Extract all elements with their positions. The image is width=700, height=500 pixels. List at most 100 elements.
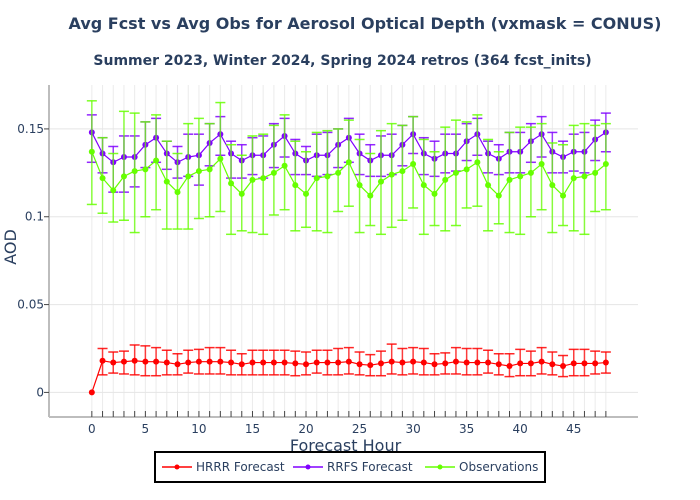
data-point [270, 359, 277, 366]
axes-layer: 0 5 10 15 20 25 30 35 40 45 0 0.05 0.1 0.15 [17, 85, 638, 436]
data-point [517, 360, 524, 367]
data-point [463, 166, 470, 173]
data-point [560, 192, 567, 199]
series-hrrr-forecast [88, 343, 611, 396]
data-point [195, 168, 202, 175]
data-point [538, 161, 545, 168]
data-point [260, 175, 267, 182]
data-point [367, 362, 374, 369]
data-point [303, 190, 310, 197]
data-point [592, 360, 599, 367]
data-point [506, 363, 513, 370]
data-point [228, 180, 235, 187]
legend-swatch-marker [174, 464, 180, 470]
x-tick-label: 20 [298, 422, 313, 436]
data-point [142, 358, 149, 365]
data-point [120, 358, 127, 365]
data-point [249, 359, 256, 366]
data-point [431, 361, 438, 368]
data-point [388, 358, 395, 365]
data-point [131, 168, 138, 175]
y-tick-label: 0 [36, 385, 44, 399]
x-tick-label: 35 [459, 422, 474, 436]
data-point [485, 182, 492, 189]
data-point [399, 168, 406, 175]
data-point [217, 155, 224, 162]
data-point [356, 361, 363, 368]
data-point [270, 169, 277, 176]
data-point [549, 361, 556, 368]
data-point [110, 359, 117, 366]
y-tick-label: 0.1 [25, 210, 44, 224]
data-point [570, 175, 577, 182]
data-point [410, 358, 417, 365]
data-point [581, 173, 588, 180]
data-point [228, 359, 235, 366]
data-point [163, 359, 170, 366]
legend-label: Observations [459, 460, 538, 474]
legend-swatch-marker [305, 464, 311, 470]
data-point [345, 358, 352, 365]
x-axis-title: Forecast Hour [290, 436, 402, 455]
series-observations [86, 100, 611, 236]
data-point [592, 169, 599, 176]
data-point [88, 389, 95, 396]
data-point [174, 189, 181, 196]
data-point [463, 359, 470, 366]
data-point [195, 358, 202, 365]
data-point [153, 358, 160, 365]
legend-box [154, 451, 546, 483]
data-point [185, 173, 192, 180]
data-point [163, 178, 170, 185]
data-point [399, 359, 406, 366]
y-axis-title: AOD [1, 229, 20, 265]
data-point [420, 182, 427, 189]
series-layer [86, 100, 611, 396]
data-point [88, 148, 95, 155]
data-point [570, 360, 577, 367]
x-tick-label: 10 [191, 422, 206, 436]
data-point [313, 175, 320, 182]
data-point [174, 361, 181, 368]
data-point [110, 187, 117, 194]
legend-label: HRRR Forecast [196, 460, 285, 474]
data-point [431, 190, 438, 197]
data-point [335, 359, 342, 366]
data-point [560, 363, 567, 370]
x-tick-label: 45 [566, 422, 581, 436]
data-point [303, 361, 310, 368]
data-point [153, 157, 160, 164]
data-point [185, 359, 192, 366]
data-point [442, 176, 449, 183]
x-tick-label: 30 [405, 422, 420, 436]
x-tick-label: 25 [352, 422, 367, 436]
y-tick-label: 0.05 [17, 298, 44, 312]
data-point [549, 182, 556, 189]
data-point [581, 360, 588, 367]
data-point [324, 359, 331, 366]
data-point [442, 360, 449, 367]
data-point [506, 176, 513, 183]
data-point [345, 159, 352, 166]
data-point [420, 359, 427, 366]
data-point [388, 171, 395, 178]
data-point [485, 359, 492, 366]
data-point [367, 192, 374, 199]
legend: HRRR Forecast RRFS Forecast Observations [154, 451, 546, 483]
data-point [142, 166, 149, 173]
data-point [281, 162, 288, 169]
data-point [452, 358, 459, 365]
data-point [602, 359, 609, 366]
data-point [206, 166, 213, 173]
data-point [249, 176, 256, 183]
data-point [335, 169, 342, 176]
data-point [495, 192, 502, 199]
x-tick-label: 0 [88, 422, 96, 436]
data-point [238, 190, 245, 197]
data-point [356, 182, 363, 189]
data-point [206, 358, 213, 365]
data-point [527, 360, 534, 367]
chart-title: Avg Fcst vs Avg Obs for Aerosol Optical … [68, 14, 662, 33]
data-point [538, 358, 545, 365]
chart-subtitle: Summer 2023, Winter 2024, Spring 2024 re… [93, 53, 592, 69]
